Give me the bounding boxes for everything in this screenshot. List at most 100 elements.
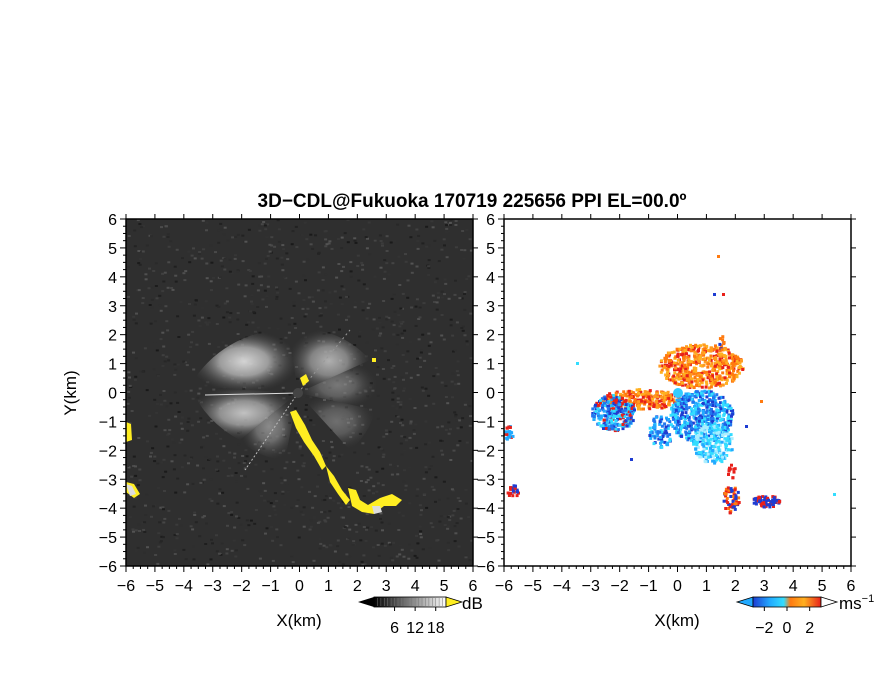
noise-cell — [392, 293, 396, 296]
velocity-pixel — [601, 404, 605, 407]
noise-cell — [297, 536, 301, 539]
noise-cell — [365, 466, 369, 469]
noise-cell — [358, 335, 362, 338]
velocity-pixel — [680, 353, 684, 357]
velocity-pixel — [725, 409, 729, 413]
noise-cell — [197, 319, 201, 322]
reflectivity-colorbar-min-arrow — [358, 597, 374, 607]
noise-cell — [401, 354, 405, 356]
noise-cell — [193, 514, 197, 516]
noise-cell — [365, 528, 368, 531]
velocity-pixel — [725, 441, 729, 445]
velocity-colorbar-min-arrow — [735, 596, 754, 608]
velocity-pixel — [703, 357, 707, 361]
noise-cell — [353, 301, 357, 304]
noise-cell — [141, 297, 145, 300]
velocity-pixel — [713, 412, 717, 416]
noise-cell — [215, 432, 218, 435]
velocity-pixel — [708, 403, 712, 407]
noise-cell — [131, 528, 135, 531]
velocity-pixel — [618, 403, 622, 407]
noise-cell — [174, 368, 178, 371]
noise-cell — [333, 550, 337, 553]
noise-cell — [206, 563, 210, 566]
velocity-pixel — [627, 407, 631, 411]
velocity-pixel — [699, 434, 703, 438]
noise-cell — [454, 220, 458, 222]
noise-cell — [146, 440, 149, 443]
velocity-pixel — [670, 351, 674, 355]
velocity-pixel — [686, 366, 690, 370]
noise-cell — [330, 440, 333, 443]
velocity-pixel — [731, 366, 735, 369]
noise-cell — [400, 548, 404, 551]
velocity-pixel — [612, 424, 616, 428]
velocity-pixel — [648, 426, 652, 430]
noise-cell — [216, 455, 219, 458]
noise-cell — [422, 302, 426, 305]
noise-cell — [166, 236, 170, 238]
noise-cell — [151, 447, 155, 450]
noise-cell — [260, 275, 264, 278]
velocity-pixel — [764, 501, 768, 505]
velocity-pixel — [595, 401, 599, 405]
velocity-pixel — [709, 446, 712, 450]
noise-cell — [383, 259, 387, 262]
noise-cell — [419, 536, 423, 539]
noise-cell — [254, 463, 258, 466]
noise-cell — [180, 466, 184, 469]
noise-cell — [210, 261, 214, 264]
velocity-pixel — [714, 383, 718, 387]
velocity-pixel — [720, 352, 724, 356]
noise-cell — [166, 329, 170, 332]
noise-cell — [362, 554, 366, 557]
noise-cell — [132, 530, 135, 533]
velocity-pixel — [684, 411, 688, 415]
noise-cell — [439, 515, 443, 518]
velocity-pixel — [728, 375, 731, 379]
noise-cell — [336, 539, 340, 542]
noise-cell — [383, 544, 387, 547]
noise-cell — [288, 520, 292, 523]
noise-cell — [360, 560, 364, 563]
noise-cell — [265, 236, 269, 239]
velocity-pixel — [703, 389, 707, 393]
velocity-pixel — [660, 396, 664, 399]
velocity-pixel — [724, 442, 727, 446]
velocity-pixel — [711, 419, 715, 423]
noise-cell — [154, 425, 158, 428]
noise-cell — [264, 532, 267, 535]
y-tick-label: 6 — [486, 212, 495, 229]
velocity-pixel — [690, 377, 694, 381]
noise-cell — [312, 423, 316, 426]
chart-title: 3D−CDL@Fukuoka 170719 225656 PPI EL=00.0… — [258, 191, 687, 212]
noise-cell — [381, 529, 384, 532]
noise-cell — [247, 321, 250, 324]
noise-cell — [373, 275, 377, 278]
noise-cell — [387, 541, 391, 544]
noise-cell — [202, 467, 205, 470]
velocity-pixel — [689, 374, 692, 378]
noise-cell — [447, 421, 451, 424]
velocity-pixel — [700, 381, 704, 385]
velocity-pixel — [716, 455, 719, 459]
velocity-pixel — [715, 382, 719, 386]
y-tick-label: −2 — [99, 443, 117, 460]
noise-cell — [161, 506, 165, 509]
velocity-pixel — [655, 400, 658, 404]
reflectivity-echo-fan — [190, 328, 377, 471]
noise-cell — [230, 474, 234, 477]
y-tick-label: −1 — [477, 414, 495, 431]
noise-cell — [144, 273, 148, 276]
noise-cell — [159, 338, 163, 341]
velocity-pixel — [676, 401, 680, 405]
noise-cell — [254, 509, 258, 511]
noise-cell — [440, 425, 444, 428]
noise-cell — [210, 538, 213, 541]
velocity-pixel — [721, 395, 725, 399]
velocity-pixel — [660, 424, 664, 428]
velocity-pixel — [710, 378, 714, 382]
noise-cell — [418, 356, 422, 359]
velocity-pixel — [725, 369, 729, 372]
